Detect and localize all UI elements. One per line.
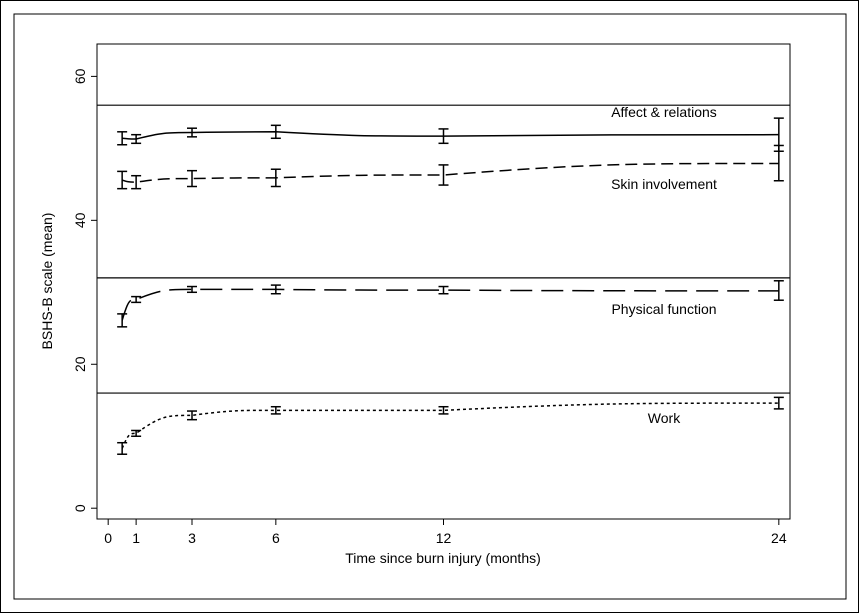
- error-bar: [131, 429, 142, 437]
- x-axis: 0 1 3 6 12 24: [104, 519, 787, 546]
- series: [117, 144, 784, 190]
- x-tick-label: 1: [132, 530, 140, 546]
- error-bar: [270, 284, 281, 295]
- y-axis: 0 20 40 60: [72, 68, 97, 512]
- series-label: Affect & relations: [611, 104, 717, 120]
- error-bar: [773, 396, 784, 410]
- y-axis-label: BSHS-B scale (mean): [39, 213, 55, 350]
- x-tick-label: 24: [771, 530, 787, 546]
- error-bar: [438, 164, 449, 186]
- series-line: [121, 402, 779, 449]
- error-bar: [773, 144, 784, 182]
- error-bar: [117, 441, 128, 455]
- x-tick-label: 6: [272, 530, 280, 546]
- x-tick-label: 0: [104, 530, 112, 546]
- error-bar: [117, 131, 128, 146]
- error-bar: [187, 169, 198, 188]
- plot-area: [96, 43, 791, 520]
- error-bar: [187, 285, 198, 294]
- series-label: Work: [648, 410, 681, 426]
- series: [117, 117, 784, 152]
- y-tick-label: 40: [72, 212, 88, 228]
- series-labels: Affect & relations Skin involvement Physic…: [611, 104, 717, 426]
- x-axis-label: Time since burn injury (months): [345, 550, 541, 566]
- error-bar: [438, 405, 449, 415]
- error-bar: [187, 127, 198, 138]
- error-bar: [438, 285, 449, 295]
- error-bar: [438, 128, 449, 145]
- error-bar: [270, 168, 281, 188]
- error-bar: [131, 174, 142, 190]
- y-tick-label: 60: [72, 68, 88, 84]
- error-bar: [117, 170, 128, 190]
- series: [117, 280, 784, 328]
- error-bar: [270, 405, 281, 415]
- x-tick-label: 3: [188, 530, 196, 546]
- x-tick-label: 12: [436, 530, 452, 546]
- series-layer: [117, 117, 784, 455]
- y-tick-label: 0: [72, 504, 88, 512]
- reference-lines: [97, 104, 790, 394]
- series-label: Skin involvement: [611, 176, 717, 192]
- error-bar: [187, 410, 198, 421]
- error-bar: [773, 280, 784, 301]
- series: [117, 396, 784, 455]
- series-line: [122, 131, 779, 140]
- error-bar: [270, 124, 281, 140]
- series-line: [121, 162, 779, 183]
- error-bar: [131, 133, 142, 145]
- error-bar: [131, 295, 142, 304]
- y-tick-label: 20: [72, 356, 88, 372]
- series-label: Physical function: [611, 301, 716, 317]
- error-bar: [117, 313, 128, 328]
